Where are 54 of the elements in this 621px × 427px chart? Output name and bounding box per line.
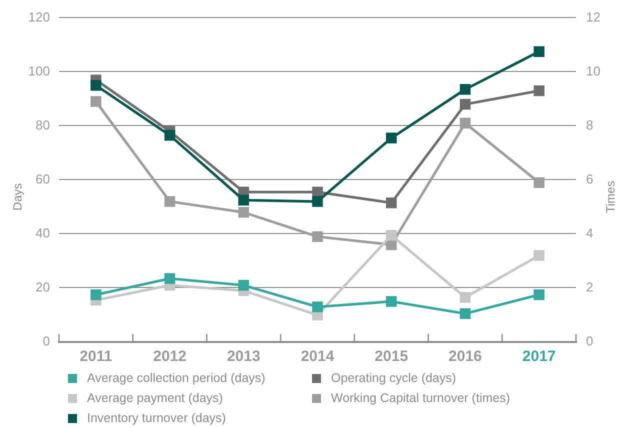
point <box>460 98 471 110</box>
point <box>164 130 176 141</box>
y2-tick-label: 2 <box>586 280 594 295</box>
y2-axis-title: Times <box>603 180 618 214</box>
point <box>534 46 544 57</box>
point <box>312 302 323 312</box>
legend-label: Average collection period (days) <box>87 371 266 385</box>
point <box>90 289 102 300</box>
x-tick-label: 2013 <box>226 348 260 366</box>
y-axis-title: Days <box>10 183 24 211</box>
legend-label: Inventory turnover (days) <box>87 411 226 425</box>
point <box>312 196 323 207</box>
point <box>312 231 323 242</box>
x-tick-label: 2016 <box>448 348 482 366</box>
y-tick-label: 120 <box>28 9 50 24</box>
y-tick-label: 20 <box>36 280 50 295</box>
point <box>534 85 544 96</box>
point <box>238 194 250 206</box>
point <box>460 292 471 303</box>
y2-tick-label: 12 <box>586 9 600 24</box>
point <box>386 132 397 144</box>
y2-tick-label: 10 <box>586 63 600 78</box>
y2-tick-label: 0 <box>586 334 594 349</box>
x-tick-label: 2014 <box>300 348 335 366</box>
point <box>460 118 471 129</box>
y2-tick-label: 4 <box>586 226 594 241</box>
point <box>164 196 176 207</box>
y-tick-label: 0 <box>42 334 50 349</box>
x-tick-label: 2017 <box>522 348 556 366</box>
x-tick-label: 2015 <box>374 348 408 366</box>
point <box>534 250 544 261</box>
point <box>534 177 544 188</box>
legend-label: Average payment (days) <box>87 391 223 405</box>
x-tick-label: 2012 <box>153 348 186 366</box>
x-tick-label: 2011 <box>80 348 112 366</box>
legend-label: Working Capital turnover (times) <box>331 391 510 405</box>
y-tick-label: 80 <box>36 117 50 132</box>
point <box>460 308 471 320</box>
point <box>90 96 102 107</box>
point <box>238 206 250 218</box>
point <box>386 230 397 241</box>
y2-tick-label: 6 <box>586 171 594 186</box>
y-tick-label: 60 <box>36 171 50 186</box>
point <box>90 80 102 91</box>
point <box>386 197 397 208</box>
point <box>238 280 250 291</box>
y-tick-label: 40 <box>36 226 50 241</box>
point <box>460 84 471 95</box>
point <box>534 289 544 300</box>
y2-tick-label: 8 <box>586 117 594 132</box>
point <box>386 296 397 307</box>
legend-label: Operating cycle (days) <box>331 371 456 385</box>
y-tick-label: 100 <box>28 63 50 78</box>
point <box>164 273 176 284</box>
